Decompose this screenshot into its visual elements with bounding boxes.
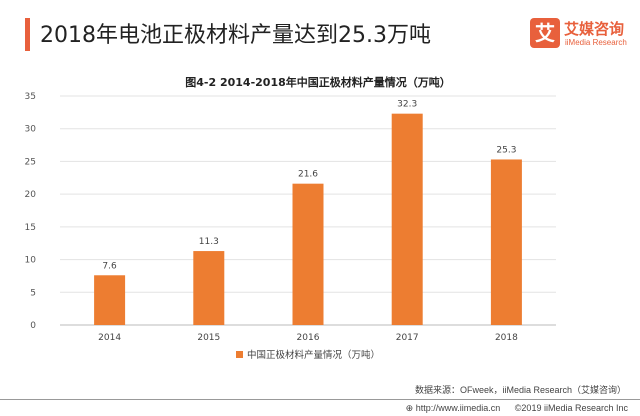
y-tick-label: 10 [25,256,37,266]
footer-url[interactable]: http://www.iimedia.cn [415,403,501,413]
logo: 艾 艾媒咨询 iiMedia Research [530,18,630,52]
data-label: 32.3 [397,100,417,110]
y-tick-label: 35 [25,92,36,102]
x-tick-label: 2015 [197,333,220,343]
bar [292,183,324,325]
title-accent-bar [25,18,30,51]
x-tick-label: 2017 [396,333,419,343]
y-tick-label: 0 [30,321,36,331]
x-tick-label: 2018 [495,333,518,343]
x-tick-label: 2016 [297,333,320,343]
x-tick-label: 2014 [98,333,121,343]
legend-swatch [236,351,243,358]
footer-divider [0,399,640,400]
logo-icon: 艾 [530,18,560,48]
bar [193,251,225,325]
logo-cn: 艾媒咨询 [564,20,625,38]
legend-label: 中国正极材料产量情况（万吨） [247,349,380,361]
logo-en: iiMedia Research [565,38,627,47]
data-source: 数据来源：OFweek，iiMedia Research（艾媒咨询） [414,385,626,395]
footer: ⊕ http://www.iimedia.cn ©2019 iiMedia Re… [394,403,628,414]
page-title: 2018年电池正极材料产量达到25.3万吨 [40,23,431,48]
data-label: 11.3 [199,237,219,247]
y-tick-label: 5 [30,288,36,298]
chart-title: 图4-2 2014-2018年中国正极材料产量情况（万吨） [185,75,451,89]
bar [391,113,423,325]
globe-icon: ⊕ [405,403,414,413]
bar [490,159,522,325]
data-label: 25.3 [496,145,516,155]
y-tick-label: 15 [25,223,36,233]
data-label: 21.6 [298,170,318,180]
bar-chart: 图4-2 2014-2018年中国正极材料产量情况（万吨） 0 5 10 15 20 25… [25,75,556,361]
data-label: 7.6 [102,261,117,271]
footer-copyright: ©2019 iiMedia Research Inc [514,403,628,413]
y-tick-label: 30 [25,125,37,135]
bar [94,275,126,325]
y-tick-label: 25 [25,157,36,167]
y-tick-label: 20 [25,190,37,200]
